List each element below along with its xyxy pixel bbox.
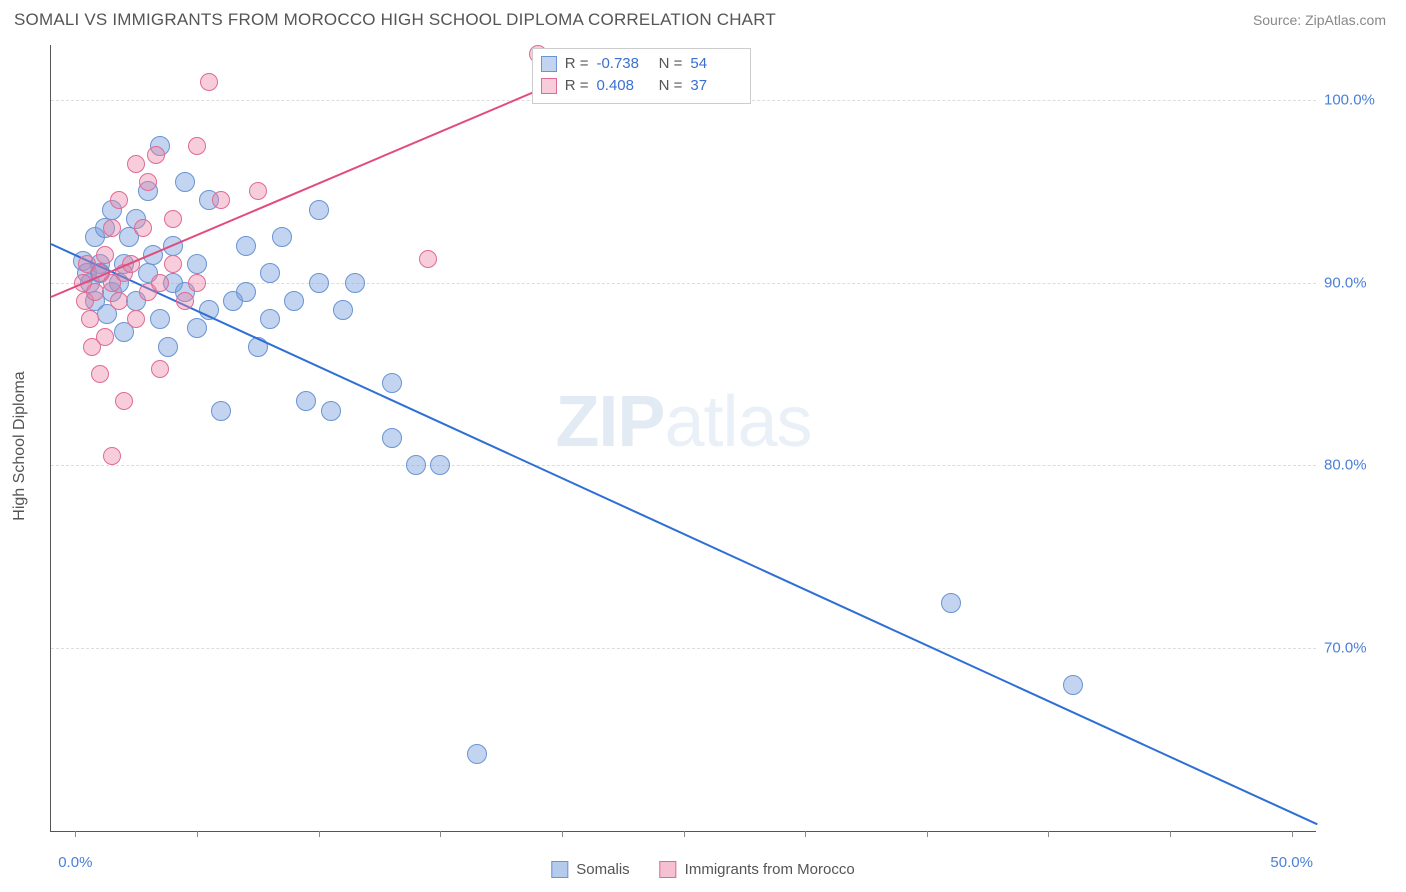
data-point bbox=[164, 255, 182, 273]
data-point bbox=[151, 274, 169, 292]
data-point bbox=[127, 155, 145, 173]
y-tick-label: 70.0% bbox=[1324, 640, 1394, 657]
y-tick-label: 100.0% bbox=[1324, 91, 1394, 108]
data-point bbox=[260, 309, 280, 329]
data-point bbox=[134, 219, 152, 237]
legend-item: Immigrants from Morocco bbox=[660, 861, 855, 878]
data-point bbox=[430, 455, 450, 475]
x-tick bbox=[562, 831, 563, 837]
data-point bbox=[406, 455, 426, 475]
series-swatch bbox=[541, 78, 557, 94]
y-axis-label: High School Diploma bbox=[11, 371, 29, 520]
data-point bbox=[309, 273, 329, 293]
source-link[interactable]: ZipAtlas.com bbox=[1305, 12, 1386, 28]
data-point bbox=[110, 191, 128, 209]
data-point bbox=[187, 318, 207, 338]
watermark: ZIPatlas bbox=[555, 381, 811, 463]
stat-r-value: -0.738 bbox=[596, 53, 646, 75]
data-point bbox=[127, 310, 145, 328]
data-point bbox=[91, 365, 109, 383]
stat-label: N = bbox=[654, 75, 682, 97]
data-point bbox=[284, 291, 304, 311]
x-tick bbox=[684, 831, 685, 837]
data-point bbox=[1063, 675, 1083, 695]
x-tick bbox=[197, 831, 198, 837]
scatter-chart: ZIPatlas 70.0%80.0%90.0%100.0%0.0%50.0%R… bbox=[50, 45, 1316, 832]
chart-title: SOMALI VS IMMIGRANTS FROM MOROCCO HIGH S… bbox=[14, 10, 776, 30]
data-point bbox=[164, 210, 182, 228]
data-point bbox=[103, 219, 121, 237]
data-point bbox=[176, 292, 194, 310]
series-swatch bbox=[541, 56, 557, 72]
data-point bbox=[86, 283, 104, 301]
data-point bbox=[345, 273, 365, 293]
gridline bbox=[51, 648, 1316, 649]
stat-label: R = bbox=[565, 75, 589, 97]
legend-item: Somalis bbox=[551, 861, 629, 878]
gridline bbox=[51, 465, 1316, 466]
data-point bbox=[260, 263, 280, 283]
data-point bbox=[212, 191, 230, 209]
x-tick-label: 50.0% bbox=[1270, 854, 1313, 871]
stat-label: R = bbox=[565, 53, 589, 75]
trend-line bbox=[51, 243, 1318, 825]
data-point bbox=[272, 227, 292, 247]
legend: Somalis Immigrants from Morocco bbox=[551, 861, 854, 878]
data-point bbox=[941, 593, 961, 613]
data-point bbox=[110, 292, 128, 310]
data-point bbox=[296, 391, 316, 411]
data-point bbox=[139, 173, 157, 191]
data-point bbox=[187, 254, 207, 274]
data-point bbox=[236, 236, 256, 256]
data-point bbox=[382, 428, 402, 448]
x-tick bbox=[927, 831, 928, 837]
chart-header: SOMALI VS IMMIGRANTS FROM MOROCCO HIGH S… bbox=[0, 0, 1406, 38]
data-point bbox=[147, 146, 165, 164]
stat-row: R = 0.408 N = 37 bbox=[541, 75, 741, 97]
data-point bbox=[158, 337, 178, 357]
x-tick bbox=[1170, 831, 1171, 837]
stat-n-value: 54 bbox=[690, 53, 740, 75]
trend-line bbox=[51, 63, 600, 297]
data-point bbox=[321, 401, 341, 421]
data-point bbox=[96, 328, 114, 346]
stat-row: R = -0.738 N = 54 bbox=[541, 53, 741, 75]
stat-r-value: 0.408 bbox=[596, 75, 646, 97]
data-point bbox=[150, 309, 170, 329]
data-point bbox=[151, 360, 169, 378]
stat-label: N = bbox=[654, 53, 682, 75]
x-tick bbox=[1292, 831, 1293, 837]
data-point bbox=[236, 282, 256, 302]
x-tick bbox=[319, 831, 320, 837]
stat-n-value: 37 bbox=[690, 75, 740, 97]
legend-swatch bbox=[660, 861, 677, 878]
legend-label: Immigrants from Morocco bbox=[685, 861, 855, 878]
data-point bbox=[175, 172, 195, 192]
data-point bbox=[211, 401, 231, 421]
source-attribution: Source: ZipAtlas.com bbox=[1253, 12, 1386, 28]
y-tick-label: 80.0% bbox=[1324, 457, 1394, 474]
x-tick-label: 0.0% bbox=[58, 854, 92, 871]
y-tick-label: 90.0% bbox=[1324, 274, 1394, 291]
data-point bbox=[81, 310, 99, 328]
data-point bbox=[188, 274, 206, 292]
data-point bbox=[467, 744, 487, 764]
data-point bbox=[103, 447, 121, 465]
data-point bbox=[188, 137, 206, 155]
data-point bbox=[96, 246, 114, 264]
data-point bbox=[200, 73, 218, 91]
data-point bbox=[419, 250, 437, 268]
legend-swatch bbox=[551, 861, 568, 878]
data-point bbox=[382, 373, 402, 393]
data-point bbox=[249, 182, 267, 200]
data-point bbox=[115, 392, 133, 410]
data-point bbox=[309, 200, 329, 220]
x-tick bbox=[440, 831, 441, 837]
data-point bbox=[333, 300, 353, 320]
legend-label: Somalis bbox=[576, 861, 629, 878]
correlation-stats-box: R = -0.738 N = 54 R = 0.408 N = 37 bbox=[532, 48, 752, 104]
x-tick bbox=[1048, 831, 1049, 837]
x-tick bbox=[75, 831, 76, 837]
x-tick bbox=[805, 831, 806, 837]
